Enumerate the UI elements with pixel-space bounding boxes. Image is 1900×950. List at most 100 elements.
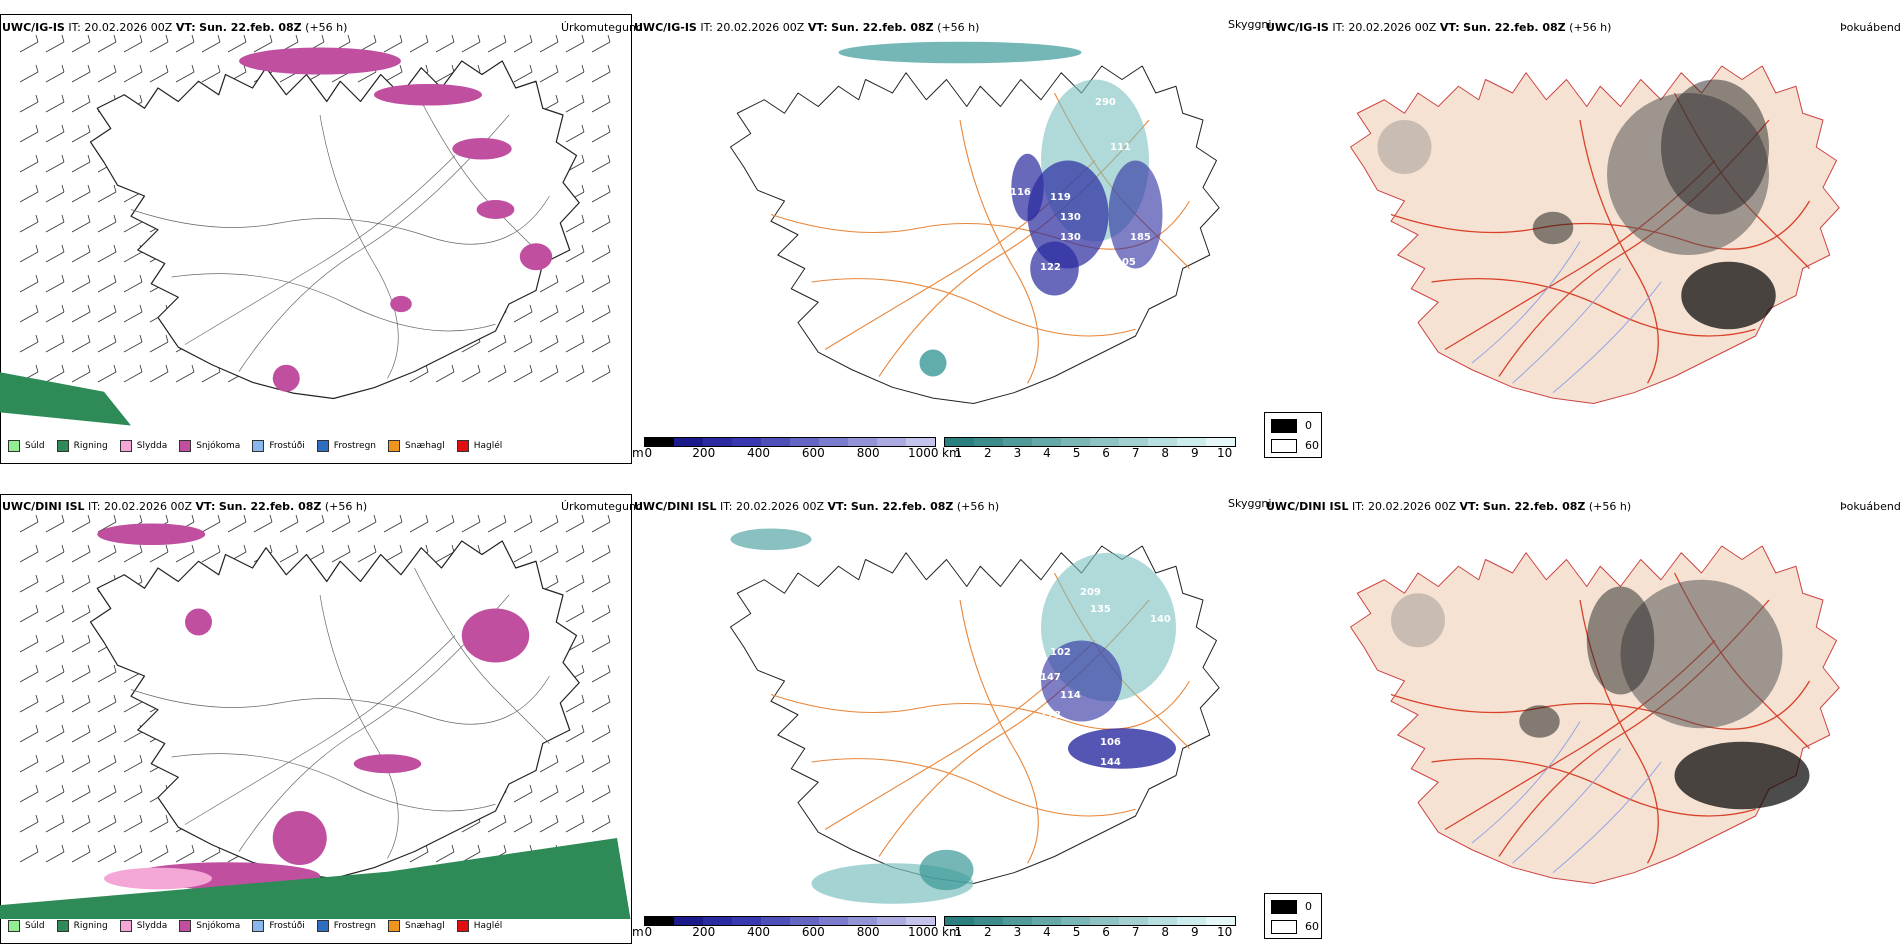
- wind-barb: [279, 551, 299, 563]
- wind-barb-flag: [139, 64, 143, 73]
- wind-barb: [45, 221, 65, 233]
- wind-barb: [45, 191, 65, 203]
- colorbar-tick-label: 400: [747, 925, 770, 939]
- wind-barb: [71, 521, 91, 533]
- wind-barb-flag: [87, 814, 91, 823]
- precip-panel-title: Úrkomutegund: [561, 500, 643, 513]
- wind-barb-flag: [191, 844, 195, 853]
- wind-barb: [565, 131, 585, 143]
- road-line: [319, 114, 399, 379]
- wind-barb-flag: [87, 184, 91, 193]
- wind-barb-flag: [61, 814, 65, 823]
- wind-barb: [565, 41, 585, 53]
- road-line: [959, 599, 1039, 864]
- wind-barb: [71, 701, 91, 713]
- wind-barb: [331, 551, 351, 563]
- wind-barb: [539, 281, 559, 293]
- wind-barb-flag: [35, 754, 39, 763]
- legend-swatch: [252, 440, 265, 452]
- snow-area: [519, 243, 553, 271]
- wind-barb: [539, 791, 559, 803]
- wind-barb-flag: [35, 364, 39, 373]
- colorbar-segment: [819, 438, 848, 446]
- cloud-legend-label-60: 60: [1305, 439, 1319, 452]
- wind-barb: [149, 851, 169, 863]
- fog-panel-title: Þokuábendi: [1840, 500, 1900, 513]
- cloud-cover-legend: 0 60: [1264, 412, 1322, 458]
- cloud-top-label: 122: [1040, 262, 1061, 273]
- it-value: 20.02.2026 00Z: [716, 21, 805, 34]
- fog-area: [1681, 261, 1776, 330]
- wind-barb: [97, 281, 117, 293]
- wind-barb-flag: [607, 94, 611, 103]
- wind-barb: [591, 641, 611, 653]
- wind-barb: [539, 821, 559, 833]
- legend-swatch: [56, 920, 69, 932]
- wind-barb: [19, 311, 39, 323]
- cloud-cover-legend: 0 60: [1264, 893, 1322, 939]
- road-line: [1431, 278, 1756, 337]
- wind-barb-flag: [425, 514, 429, 523]
- wind-barb-flag: [87, 784, 91, 793]
- wind-barb: [591, 701, 611, 713]
- low-cloud-area: [1041, 640, 1122, 722]
- wind-barb-flag: [113, 694, 117, 703]
- colorbar-segment: [974, 438, 1003, 446]
- wind-barb-flag: [425, 64, 429, 73]
- legend-label: Rigning: [73, 921, 108, 931]
- it-label: IT:: [1332, 21, 1345, 34]
- cloud-area: [730, 528, 812, 551]
- wind-barb: [227, 521, 247, 533]
- legend-label: Rigning: [73, 441, 108, 451]
- wind-barb: [591, 311, 611, 323]
- wind-barb: [487, 821, 507, 833]
- wind-barb: [487, 371, 507, 383]
- wind-barb-flag: [373, 544, 377, 553]
- wind-barb-flag: [477, 34, 481, 43]
- wind-barb-flag: [581, 664, 585, 673]
- wind-barb-flag: [607, 574, 611, 583]
- wind-barb: [71, 101, 91, 113]
- fog-area: [1519, 705, 1560, 738]
- wind-barb-flag: [61, 574, 65, 583]
- wind-barb-flag: [607, 334, 611, 343]
- it-value: 20.02.2026 00Z: [104, 500, 193, 513]
- colorbar-tick-label: 3: [1013, 925, 1022, 939]
- wind-barb-flag: [35, 514, 39, 523]
- wind-barb-flag: [581, 274, 585, 283]
- wind-barb: [565, 731, 585, 743]
- cloud-legend-swatch-60: [1271, 439, 1297, 453]
- wind-barb: [71, 131, 91, 143]
- wind-barb: [591, 731, 611, 743]
- wind-barb-flag: [477, 64, 481, 73]
- fog-area: [1620, 579, 1783, 729]
- wind-barb: [175, 851, 195, 863]
- precip-type-legend: Súld Rigning Slydda Snjókoma Frostúði Frostre…: [8, 920, 514, 932]
- vt-label: VT:: [1459, 500, 1480, 513]
- wind-barb: [357, 551, 377, 563]
- it-label: IT:: [700, 21, 713, 34]
- wind-barb: [409, 851, 429, 863]
- wind-barb: [331, 521, 351, 533]
- wind-barb-flag: [607, 544, 611, 553]
- wind-barb: [565, 611, 585, 623]
- wind-barb: [513, 371, 533, 383]
- wind-barb-flag: [35, 244, 39, 253]
- wind-barb-flag: [243, 514, 247, 523]
- wind-barb: [513, 41, 533, 53]
- wind-barb: [565, 821, 585, 833]
- row2-vis-title: UWC/DINI ISL IT: 20.02.2026 00Z VT: Sun.…: [634, 500, 999, 513]
- wind-barb-flag: [607, 514, 611, 523]
- snow-area: [353, 754, 422, 774]
- colorbar-tick-label: 200: [692, 446, 716, 460]
- wind-barb: [19, 41, 39, 53]
- wind-barb-flag: [607, 604, 611, 613]
- wind-barb-flag: [61, 274, 65, 283]
- wind-barb-flag: [607, 664, 611, 673]
- wind-barb: [123, 71, 143, 83]
- wind-barb-flag: [113, 64, 117, 73]
- wind-barb-flag: [61, 514, 65, 523]
- wind-barb: [71, 221, 91, 233]
- wind-barb-flag: [581, 514, 585, 523]
- wind-barb-flag: [35, 604, 39, 613]
